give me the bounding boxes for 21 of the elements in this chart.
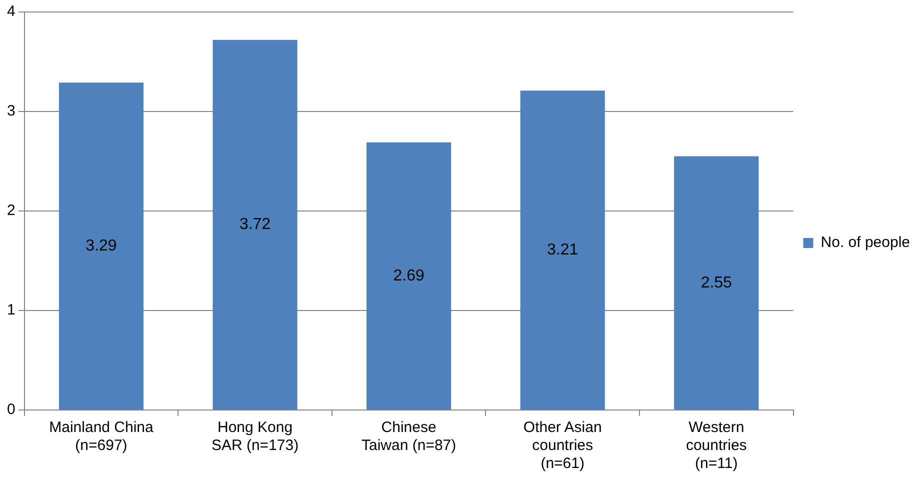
bar <box>366 142 452 410</box>
legend-label: No. of people <box>820 234 910 252</box>
data-label: 3.21 <box>547 241 578 258</box>
y-tick-label: 1 <box>7 302 16 319</box>
y-tick-label: 4 <box>7 3 16 20</box>
bar <box>674 156 759 410</box>
bar <box>58 82 144 410</box>
data-label: 2.69 <box>393 267 424 284</box>
y-tick-label: 0 <box>7 401 16 418</box>
y-tick-label: 2 <box>7 202 16 220</box>
data-label: 3.72 <box>239 216 271 234</box>
bar <box>520 90 605 410</box>
data-label: 3.29 <box>86 237 117 254</box>
x-tick-label: Hong Kong SAR (n=173) <box>211 419 299 454</box>
x-tick-label: Other Asian countries (n=61) <box>523 419 602 472</box>
x-tick-label: Western countries (n=11) <box>686 419 747 472</box>
x-tick-label: Mainland China (n=697) <box>49 419 154 454</box>
data-label: 2.55 <box>700 274 732 292</box>
bar <box>212 40 298 410</box>
y-tick-label: 3 <box>7 102 16 120</box>
x-tick-label: Chinese Taiwan (n=87) <box>361 419 456 454</box>
